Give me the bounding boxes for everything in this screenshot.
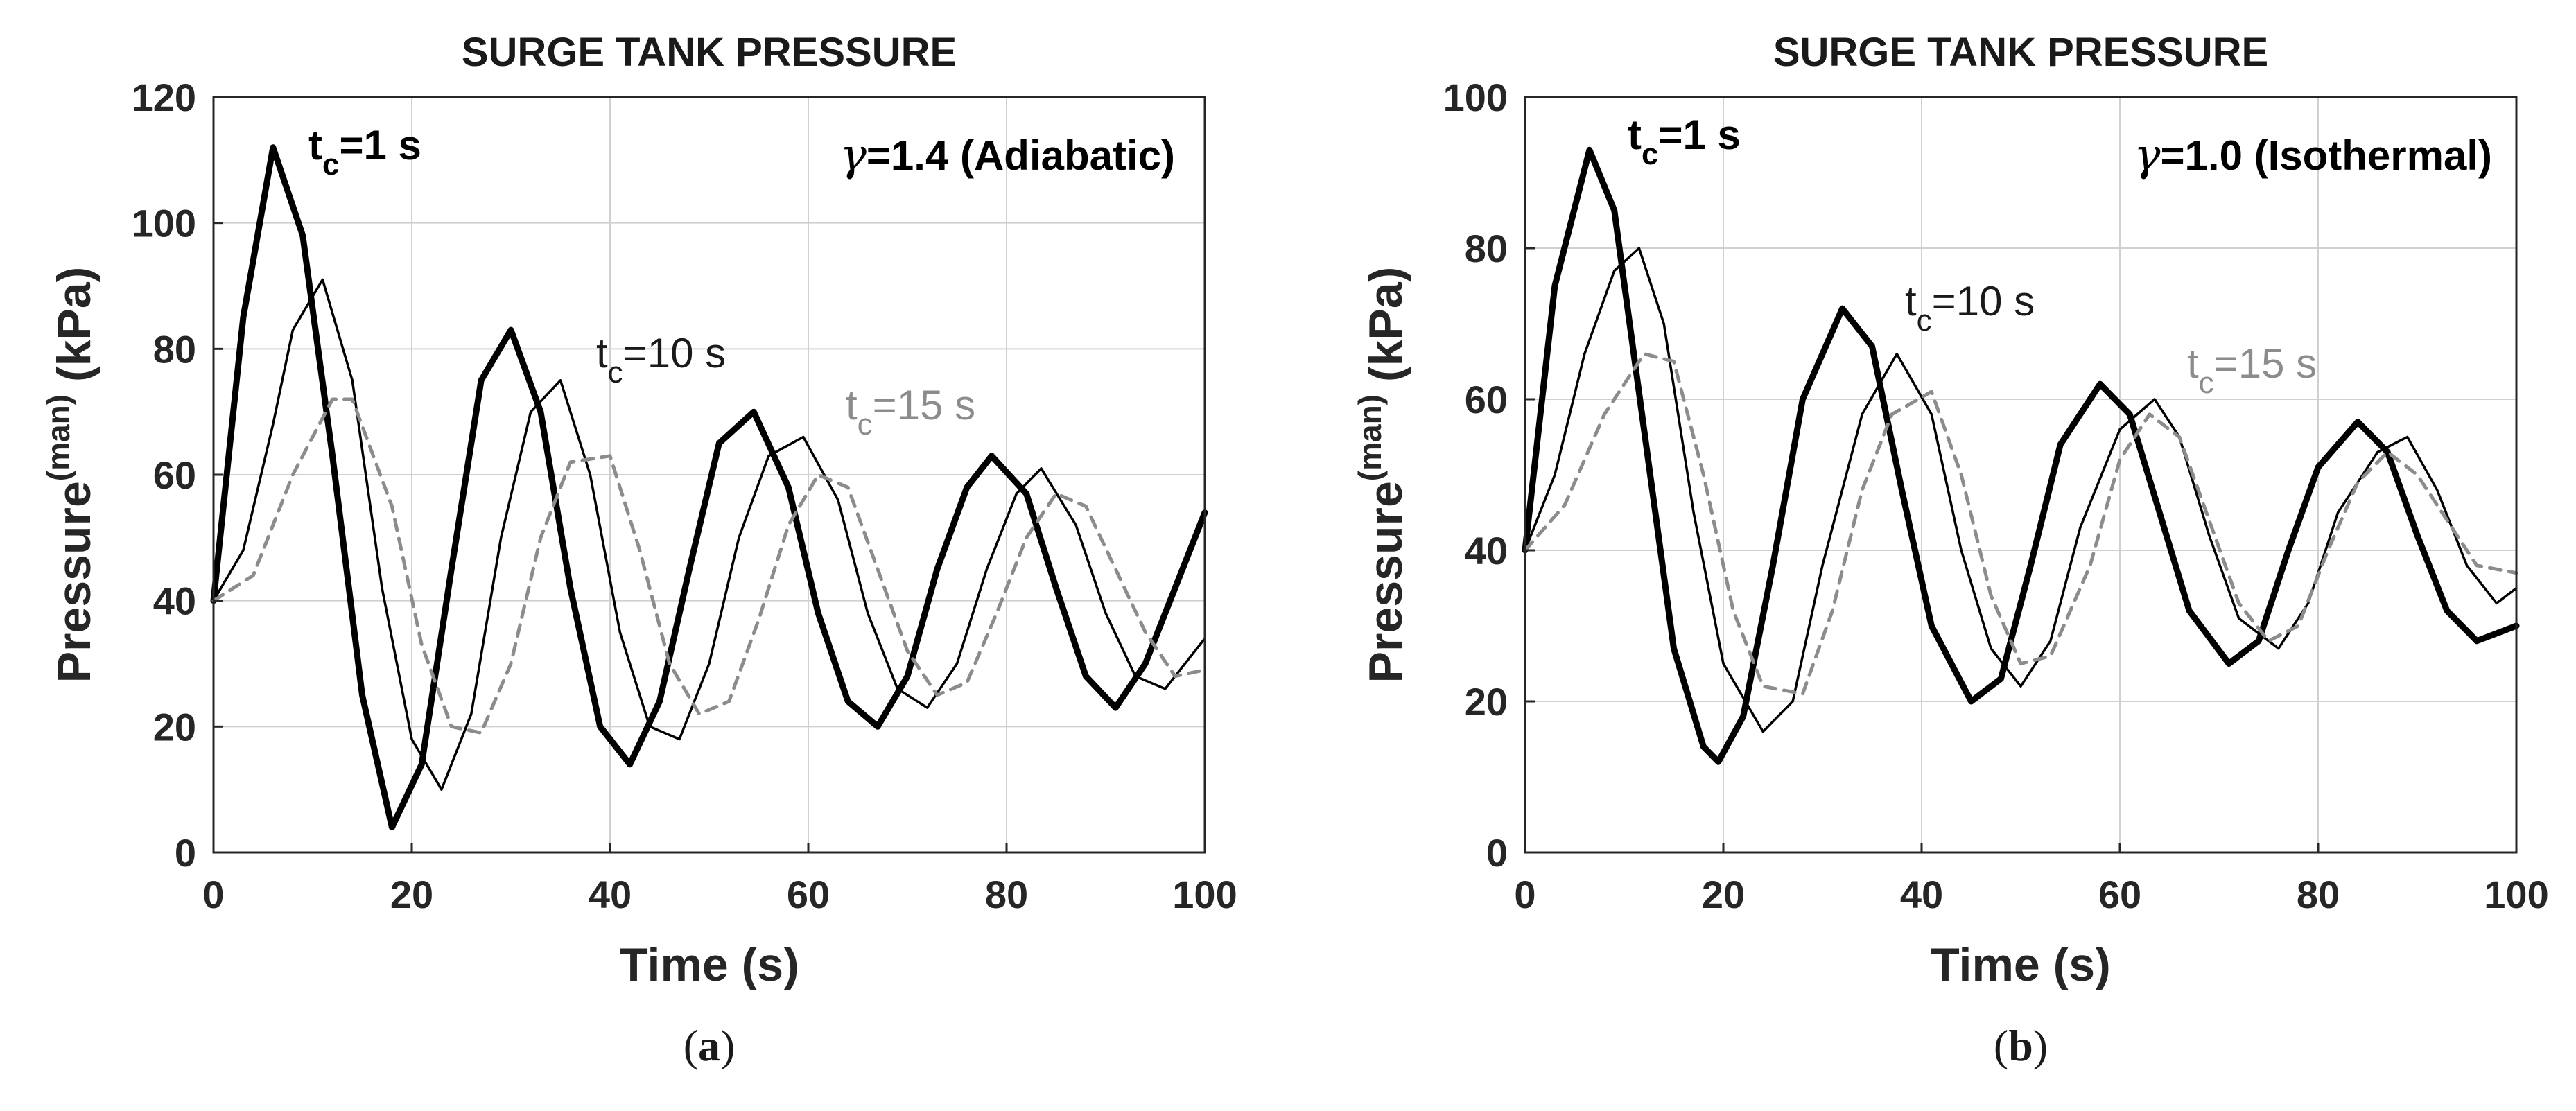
series-label-sub: c	[2199, 366, 2214, 400]
caption-close: )	[720, 1021, 735, 1070]
x-tick-label: 0	[1514, 873, 1535, 916]
series-label-sub: c	[322, 148, 339, 182]
gamma-annotation: γ=1.0 (Isothermal)	[2134, 130, 2492, 181]
chart-title: SURGE TANK PRESSURE	[1773, 30, 2268, 75]
y-tick-label: 80	[1465, 227, 1508, 270]
series-label-main: t	[1628, 112, 1642, 158]
x-tick-label: 20	[1702, 873, 1745, 916]
y-tick-label: 40	[153, 579, 196, 623]
series-label-tc1: tc=1 s	[1628, 112, 1741, 171]
x-tick-label: 20	[390, 873, 433, 916]
x-tick-label: 100	[1172, 873, 1237, 916]
x-tick-label: 80	[2297, 873, 2340, 916]
y-tick-label: 60	[1465, 378, 1508, 421]
y-tick-label: 100	[132, 202, 196, 245]
series-line-tc1	[210, 144, 1208, 831]
y-tick-label: 100	[1443, 76, 1508, 119]
y-axis-label: Pressure(man) (kPa)	[1352, 267, 1412, 683]
x-tick-label: 100	[2484, 873, 2548, 916]
y-tick-label: 120	[132, 76, 196, 119]
y-axis-label-sup: (man)	[40, 394, 76, 481]
series-line-tc1	[1522, 146, 2520, 765]
series-line-tc15	[1523, 352, 2518, 696]
caption-close: )	[2033, 1021, 2048, 1070]
y-axis-label: Pressure(man) (kPa)	[40, 267, 101, 683]
chart-panel-a: 0 20 40 60 80 100 0 20 40 60 80 100 120 SURGE TANK PR…	[40, 30, 1237, 1070]
series-label-tc15: tc=15 s	[846, 382, 975, 441]
y-axis-label-main: Pressure	[1359, 481, 1412, 683]
x-tick-label: 40	[1900, 873, 1943, 916]
caption-letter: a	[698, 1021, 720, 1070]
x-tick-label: 40	[589, 873, 632, 916]
gamma-symbol: γ	[840, 130, 867, 181]
series-label-main: t	[846, 382, 858, 428]
series-label-main: t	[596, 330, 608, 376]
series-label-tc15: tc=15 s	[2187, 340, 2317, 400]
x-tick-label: 80	[985, 873, 1028, 916]
series-label-rest: =10 s	[623, 330, 726, 376]
series-label-rest: =1 s	[1658, 112, 1740, 158]
series-label-tc10: tc=10 s	[596, 330, 726, 390]
subfigure-caption: (a)	[684, 1021, 736, 1070]
y-axis-label-main: Pressure	[48, 481, 101, 683]
y-tick-label: 0	[1486, 831, 1508, 875]
series-line-tc10	[212, 278, 1206, 791]
series-label-rest: =10 s	[1932, 278, 2035, 324]
gamma-text: =1.0 (Isothermal)	[2160, 132, 2492, 179]
gamma-text: =1.4 (Adiabatic)	[867, 132, 1175, 179]
chart-title: SURGE TANK PRESSURE	[462, 30, 957, 75]
series-label-tc10: tc=10 s	[1905, 278, 2035, 338]
series-label-main: t	[1905, 278, 1917, 324]
y-tick-label: 20	[153, 705, 196, 749]
x-axis-label: Time (s)	[619, 938, 799, 991]
series-label-rest: =1 s	[339, 122, 421, 168]
plot-area	[1525, 97, 2516, 852]
gamma-symbol: γ	[2134, 130, 2161, 181]
plot-frame	[1524, 96, 2518, 854]
x-axis-label: Time (s)	[1931, 938, 2110, 991]
y-axis-label-unit: (kPa)	[48, 267, 101, 382]
caption-letter: b	[2008, 1021, 2033, 1070]
x-tick-label: 60	[787, 873, 830, 916]
series-line-tc15	[211, 397, 1207, 735]
series-label-sub: c	[1917, 304, 1932, 338]
series-label-sub: c	[1642, 137, 1658, 171]
caption-open: (	[1994, 1021, 2008, 1070]
chart-panel-b: 0 20 40 60 80 100 0 20 40 60 80 100 SURGE TANK PRESS…	[1352, 30, 2549, 1070]
y-tick-label: 20	[1465, 680, 1508, 724]
y-tick-label: 40	[1465, 529, 1508, 572]
y-tick-label: 80	[153, 327, 196, 371]
caption-open: (	[684, 1021, 698, 1070]
y-tick-label: 60	[153, 453, 196, 497]
series-label-rest: =15 s	[2214, 340, 2317, 387]
series-label-sub: c	[608, 356, 623, 390]
series-label-main: t	[2187, 340, 2199, 387]
x-tick-label: 60	[2098, 873, 2141, 916]
y-axis-label-sup: (man)	[1352, 394, 1388, 481]
series-label-sub: c	[858, 408, 873, 441]
series-label-tc1: tc=1 s	[308, 122, 421, 182]
series-label-rest: =15 s	[873, 382, 975, 428]
series-label-main: t	[308, 122, 322, 168]
y-axis-label-unit: (kPa)	[1359, 267, 1412, 382]
gamma-annotation: γ=1.4 (Adiabatic)	[840, 130, 1175, 181]
x-tick-label: 0	[202, 873, 224, 916]
subfigure-caption: (b)	[1994, 1021, 2048, 1070]
y-tick-label: 0	[175, 831, 196, 875]
series-line-tc10	[1524, 247, 2518, 733]
